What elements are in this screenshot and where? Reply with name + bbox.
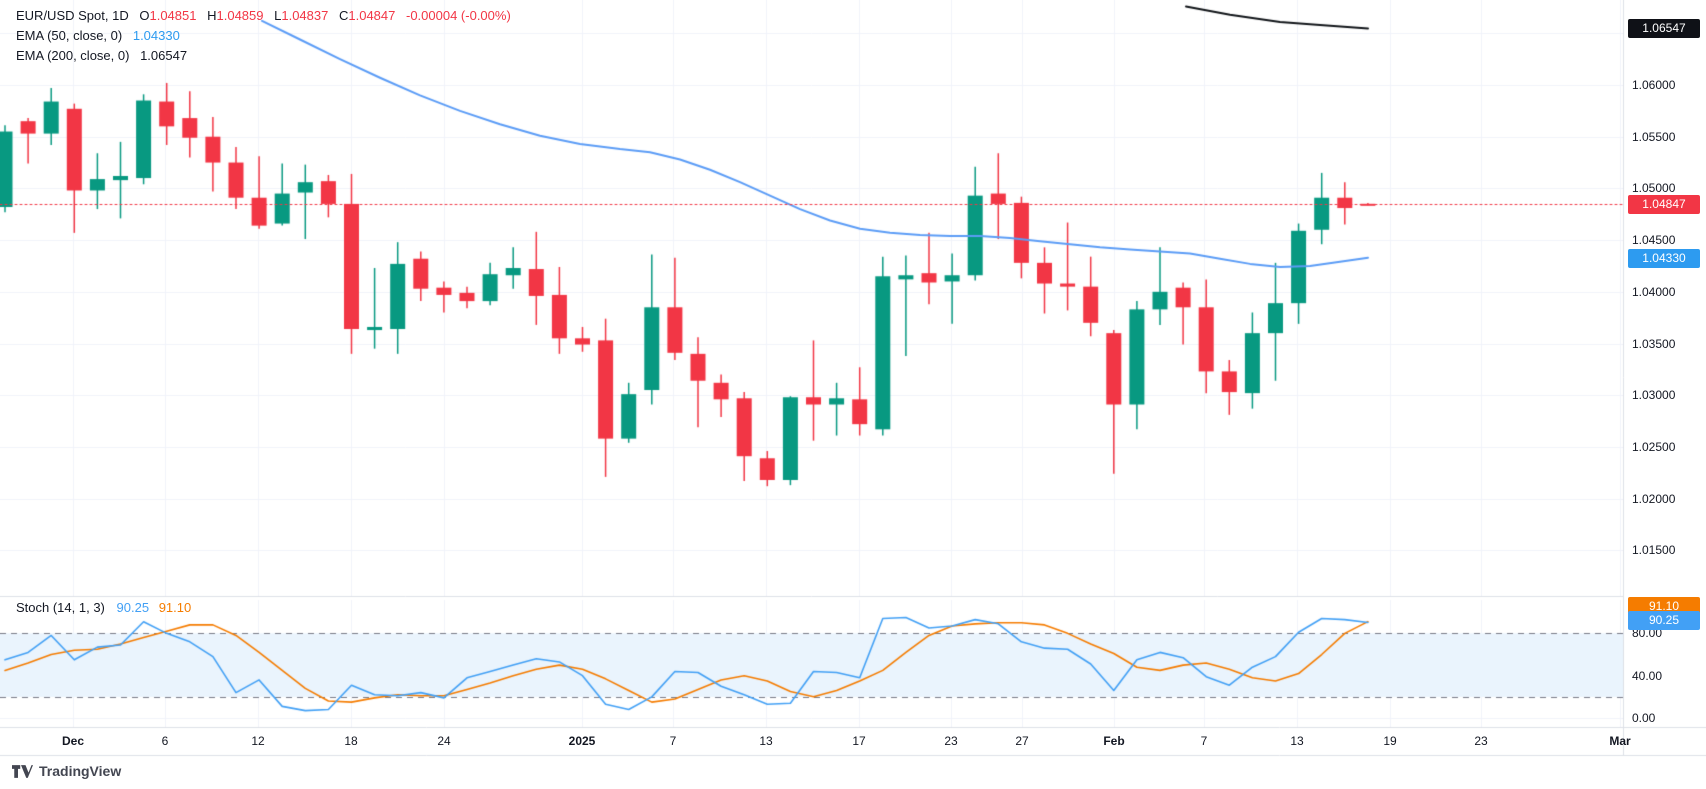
stoch-legend-row[interactable]: Stoch (14, 1, 3) 90.25 91.10 bbox=[16, 600, 191, 615]
timeframe-label: 1D bbox=[112, 8, 129, 23]
ema50-label: EMA (50, close, 0) bbox=[16, 28, 123, 43]
price-tick-label: 1.04000 bbox=[1632, 284, 1676, 299]
stoch-label: Stoch (14, 1, 3) bbox=[16, 600, 105, 615]
stoch-d-value: 91.10 bbox=[158, 600, 192, 615]
time-axis-label: 23 bbox=[944, 734, 958, 748]
tradingview-brand[interactable]: TradingView bbox=[12, 763, 121, 779]
ema50-value: 1.04330 bbox=[132, 28, 180, 43]
symbol-legend-row[interactable]: EUR/USD Spot, 1D O1.04851 H1.04859 L1.04… bbox=[16, 6, 511, 26]
time-axis-label: 19 bbox=[1383, 734, 1397, 748]
time-axis-label: Mar bbox=[1609, 734, 1631, 748]
time-axis-label: 13 bbox=[759, 734, 773, 748]
close-value: 1.04847 bbox=[348, 8, 396, 23]
low-value: 1.04837 bbox=[281, 8, 329, 23]
price-tick-label: 1.02000 bbox=[1632, 491, 1676, 506]
low-label: L bbox=[274, 8, 282, 23]
last-price-badge: 1.04847 bbox=[1628, 195, 1700, 215]
ema200-label: EMA (200, close, 0) bbox=[16, 48, 130, 63]
time-axis-label: 18 bbox=[344, 734, 358, 748]
time-axis-label: 24 bbox=[437, 734, 451, 748]
price-tick-label: 1.05000 bbox=[1632, 181, 1676, 196]
stoch-k-badge: 90.25 bbox=[1628, 611, 1700, 630]
tradingview-logo-text: TradingView bbox=[39, 763, 122, 779]
time-axis-label: Dec bbox=[61, 734, 85, 748]
ema200-price-badge: 1.06547 bbox=[1628, 19, 1700, 39]
time-axis-label: 12 bbox=[251, 734, 265, 748]
price-tick-label: 1.03500 bbox=[1632, 336, 1676, 351]
open-label: O bbox=[139, 8, 150, 23]
ema50-price-badge: 1.04330 bbox=[1628, 248, 1700, 268]
price-tick-label: 1.03000 bbox=[1632, 388, 1676, 403]
time-axis-label: 2025 bbox=[568, 734, 596, 748]
price-tick-label: 1.06000 bbox=[1632, 78, 1676, 92]
high-value: 1.04859 bbox=[216, 8, 264, 23]
high-label: H bbox=[207, 8, 217, 23]
ema50-legend-row[interactable]: EMA (50, close, 0) 1.04330 bbox=[16, 26, 511, 46]
price-tick-label: 1.02500 bbox=[1632, 439, 1676, 454]
change-value: -0.00004 (-0.00%) bbox=[406, 8, 511, 23]
time-axis-label: Feb bbox=[1103, 734, 1125, 748]
stoch-tick-label: 40.00 bbox=[1632, 668, 1663, 683]
open-value: 1.04851 bbox=[149, 8, 197, 23]
stoch-tick-label: 0.00 bbox=[1632, 711, 1656, 725]
price-tick-label: 1.04500 bbox=[1632, 233, 1676, 248]
ema200-legend-row[interactable]: EMA (200, close, 0) 1.06547 bbox=[16, 46, 511, 66]
time-axis-label: 7 bbox=[1200, 734, 1208, 748]
time-axis-label: 17 bbox=[852, 734, 866, 748]
tradingview-logo-icon bbox=[12, 764, 33, 778]
symbol-legend: EUR/USD Spot, 1D O1.04851 H1.04859 L1.04… bbox=[16, 6, 511, 66]
price-tick-label: 1.05500 bbox=[1632, 129, 1676, 144]
symbol-title: EUR/USD Spot, bbox=[16, 8, 109, 23]
time-axis-label: 23 bbox=[1474, 734, 1488, 748]
time-axis-label: 7 bbox=[669, 734, 677, 748]
close-label: C bbox=[338, 8, 349, 23]
time-axis-label: 13 bbox=[1290, 734, 1304, 748]
time-axis-label: 6 bbox=[161, 734, 169, 748]
stoch-k-value: 90.25 bbox=[116, 600, 150, 615]
time-scale[interactable]: Dec 6 12 18 24 2025 7 13 17 23 27 Feb 7 13 19 23 Mar bbox=[0, 727, 1706, 755]
time-axis-label: 27 bbox=[1015, 734, 1029, 748]
ema200-value: 1.06547 bbox=[140, 48, 188, 63]
price-scale[interactable]: 1.06000 1.05500 1.05000 1.04500 1.04000 1.035… bbox=[1623, 0, 1706, 755]
price-tick-label: 1.01500 bbox=[1632, 543, 1676, 558]
